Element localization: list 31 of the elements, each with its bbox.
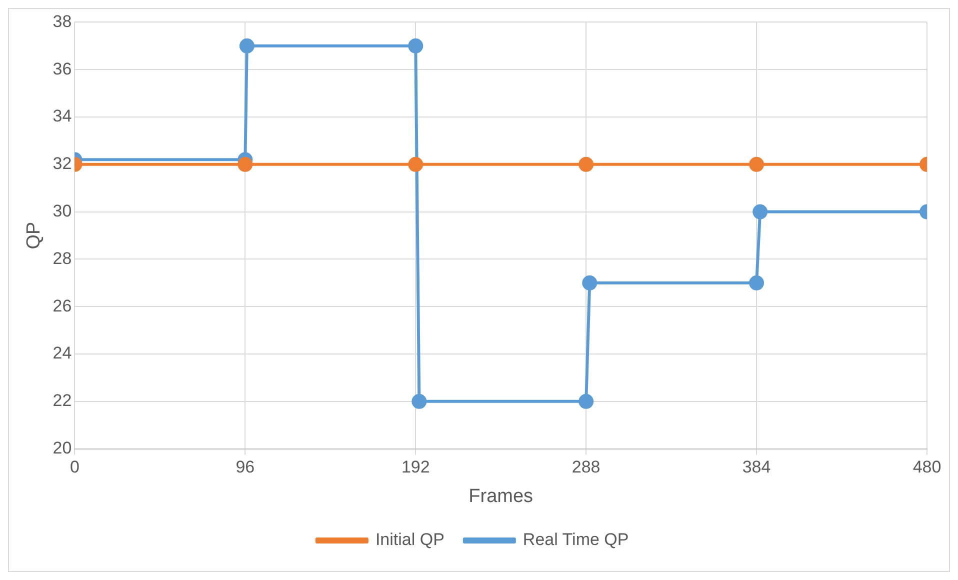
- point: [408, 156, 424, 172]
- y-tick-label: 28: [52, 248, 72, 268]
- point: [582, 275, 598, 290]
- y-tick-label: 30: [52, 201, 72, 220]
- x-tick-label: 480: [912, 458, 942, 477]
- y-tick-label: 32: [52, 154, 72, 174]
- point: [578, 394, 594, 409]
- y-axis-title: QP: [24, 222, 45, 250]
- y-tick-label: 34: [52, 106, 72, 126]
- y-tick-label: 20: [52, 438, 72, 458]
- legend-label: Real Time QP: [522, 530, 629, 550]
- x-tick-label: 96: [236, 458, 255, 477]
- point: [238, 156, 253, 172]
- point: [749, 275, 764, 290]
- point: [408, 38, 424, 54]
- point: [412, 394, 427, 409]
- legend-label: Initial QP: [375, 530, 444, 550]
- y-tick-label: 22: [52, 391, 72, 410]
- y-tick-label: 24: [52, 344, 72, 363]
- x-tick-label: 288: [572, 458, 600, 477]
- x-tick-label: 192: [401, 458, 430, 477]
- point: [749, 156, 764, 172]
- y-tick-label: 26: [52, 296, 72, 316]
- x-tick-label: 384: [742, 458, 771, 477]
- x-tick-label: 0: [70, 458, 80, 477]
- point: [752, 204, 768, 220]
- y-tick-label: 36: [52, 59, 72, 78]
- point: [578, 156, 594, 172]
- point: [239, 38, 254, 54]
- x-axis-title: Frames: [468, 486, 534, 507]
- y-tick-label: 38: [52, 12, 72, 31]
